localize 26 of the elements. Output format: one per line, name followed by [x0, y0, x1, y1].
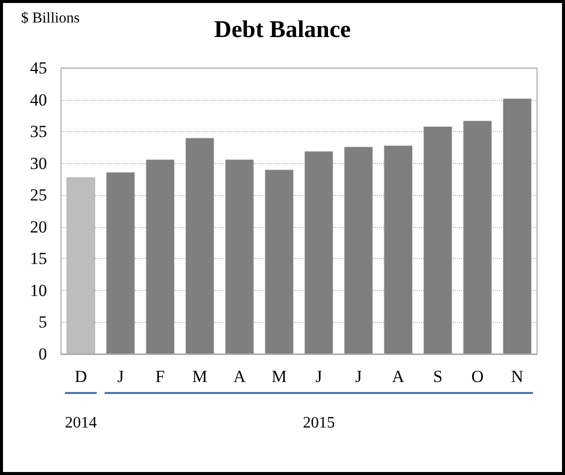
x-tick-label: N	[511, 367, 524, 386]
text: 2014	[64, 414, 97, 432]
y-axis-title: $ Billions	[21, 10, 80, 26]
y-tick-label: 30	[30, 154, 47, 173]
x-tick-label: O	[471, 367, 484, 386]
x-tick-label: F	[155, 367, 165, 386]
y-tick-label: 15	[30, 249, 47, 268]
x-tick-label: J	[355, 367, 362, 386]
y-tick-label: 20	[30, 217, 47, 236]
y-tick-label: 35	[30, 122, 47, 142]
text: 2015	[302, 414, 335, 432]
y-tick-label: 40	[30, 90, 47, 110]
x-tick-label: A	[233, 367, 246, 386]
x-tick-label: D	[74, 367, 87, 386]
y-tick-label: 0	[38, 344, 47, 364]
chart-title: Debt Balance	[214, 17, 352, 43]
x-tick-label: M	[272, 367, 287, 386]
x-tick-label: M	[192, 367, 208, 386]
x-tick-label: A	[392, 367, 406, 386]
y-tick-label: 5	[38, 312, 47, 332]
y-tick-label: 45	[30, 58, 47, 78]
x-tick-label: S	[433, 367, 443, 386]
y-tick-label: 10	[30, 280, 47, 300]
x-tick-label: J	[117, 367, 124, 386]
y-tick-label: 25	[30, 186, 47, 205]
x-tick-label: J	[316, 367, 323, 386]
